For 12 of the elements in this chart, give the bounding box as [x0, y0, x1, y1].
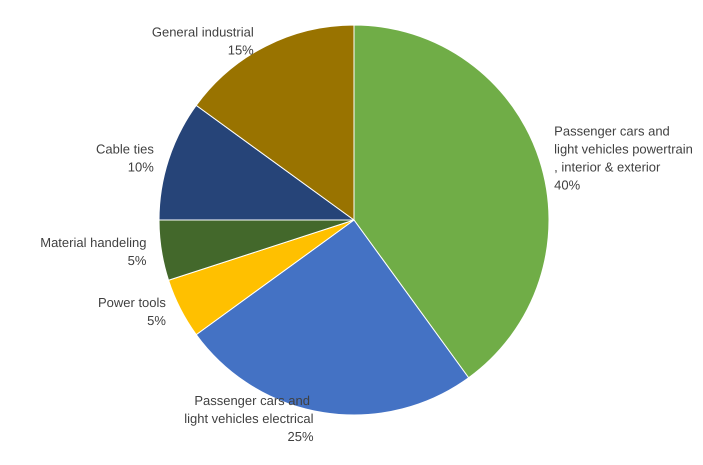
data-label: 10%: [128, 159, 154, 174]
data-label: 40%: [554, 177, 581, 192]
slice-label: Passenger cars and light vehicles electrical: [184, 393, 314, 426]
data-label: 15%: [228, 42, 254, 58]
slice-label: Passenger cars and light vehicles powertrain, interior & exterior: [554, 123, 693, 174]
slice-label: Material handeling: [40, 234, 146, 250]
slice-label: Cable ties: [96, 141, 154, 156]
data-label: 5%: [147, 312, 166, 328]
slice-label: Power tools: [98, 294, 166, 310]
slice-label: General industrial: [152, 24, 254, 40]
data-label: 25%: [288, 429, 314, 444]
data-label: 5%: [128, 252, 147, 268]
